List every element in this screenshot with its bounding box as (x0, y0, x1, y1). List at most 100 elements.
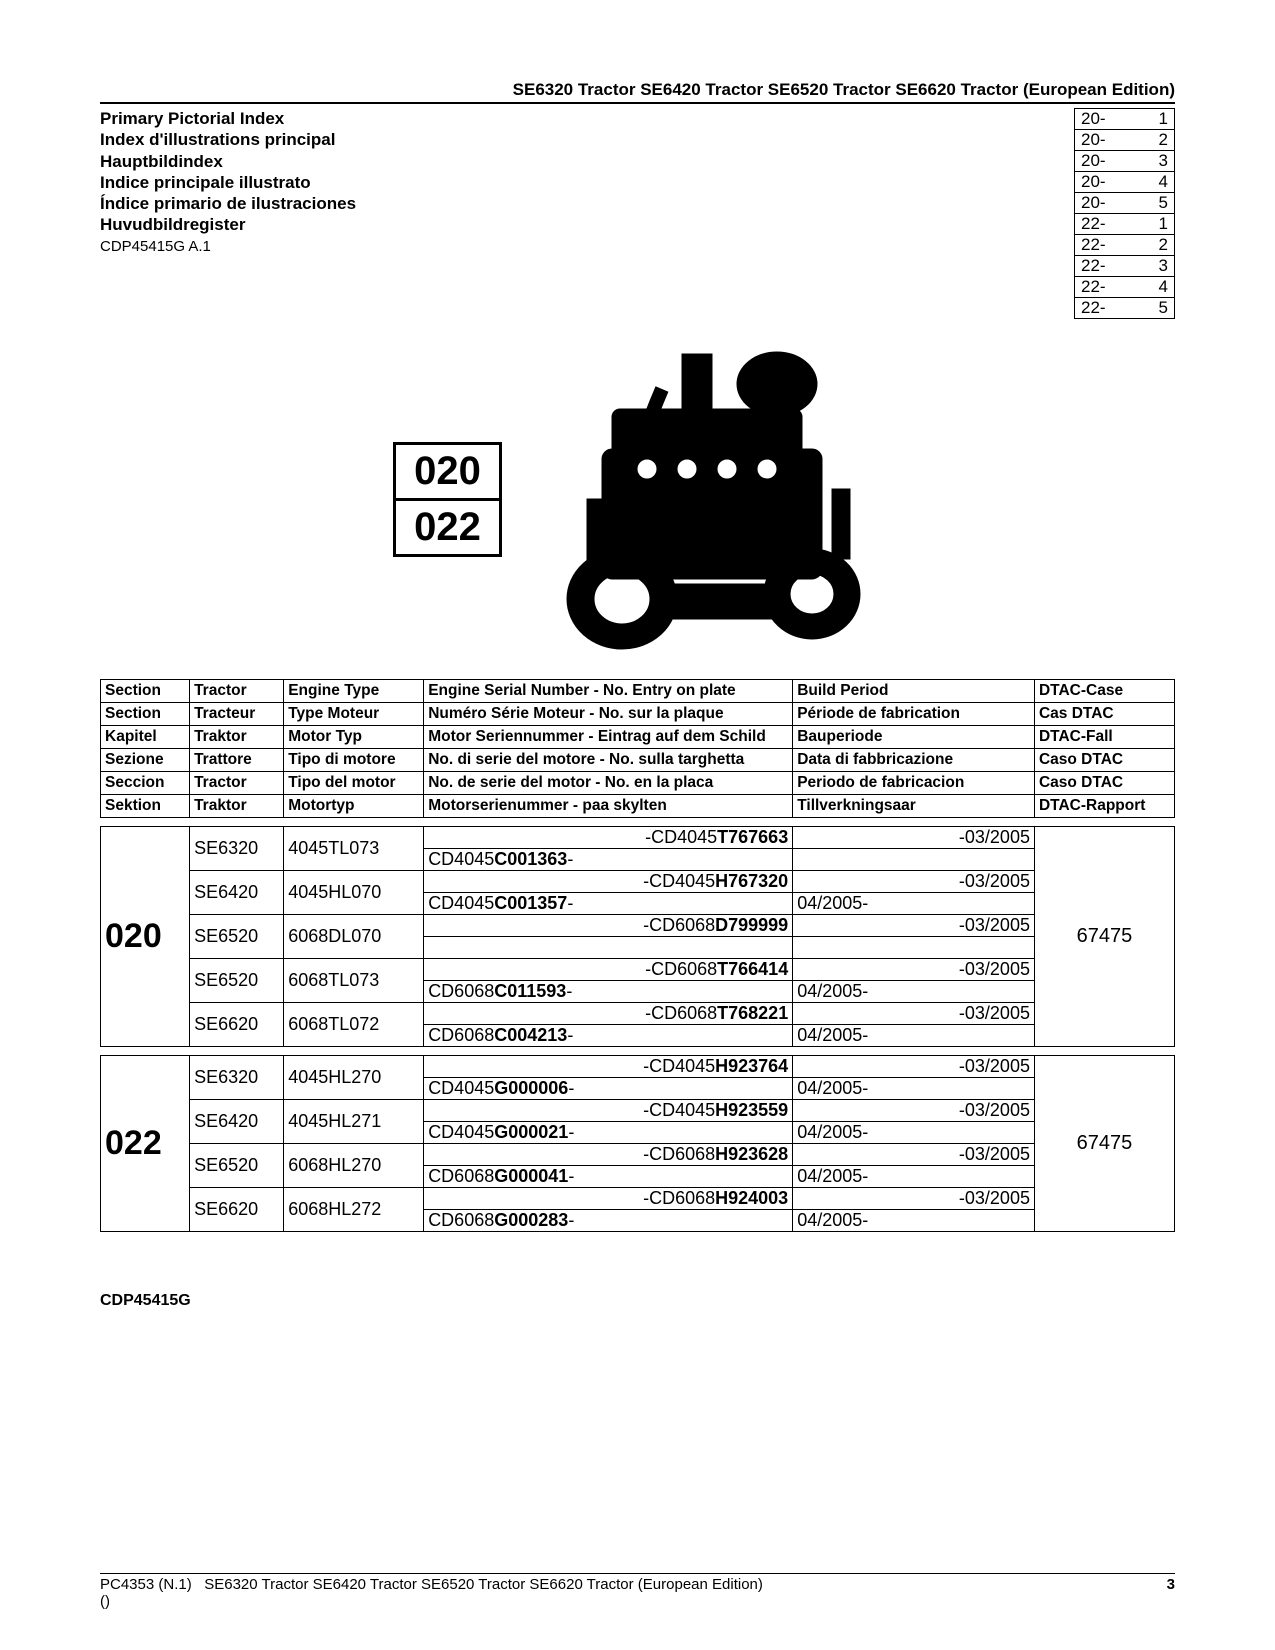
serial-upper-cell: -CD6068H923628 (424, 1144, 793, 1166)
bottom-doc-code: CDP45415G (100, 1292, 1175, 1310)
header-cell: Motor Typ (284, 726, 424, 749)
header-cell: Build Period (793, 680, 1035, 703)
build-period-upper: -03/2005 (793, 1100, 1035, 1122)
serial-upper-cell: -CD4045H767320 (424, 871, 793, 893)
tractor-cell: SE6420 (190, 1100, 284, 1144)
tractor-cell: SE6520 (190, 915, 284, 959)
header-cell: No. de serie del motor - No. en la placa (424, 772, 793, 795)
doc-code: CDP45415G A.1 (100, 238, 356, 255)
ref-cell: 20- (1075, 151, 1125, 172)
header-cell: Période de fabrication (793, 703, 1035, 726)
header-cell: No. di serie del motore - No. sulla targ… (424, 749, 793, 772)
index-title: Índice primario de ilustraciones (100, 193, 356, 214)
header-cell: Tipo di motore (284, 749, 424, 772)
build-period-lower (793, 937, 1035, 959)
engine-type-cell: 6068HL272 (284, 1188, 424, 1232)
section-label-box: 020022 (393, 442, 502, 557)
serial-upper-cell: -CD4045T767663 (424, 827, 793, 849)
index-title: Hauptbildindex (100, 151, 356, 172)
footer-paren: () (100, 1593, 110, 1610)
index-title: Huvudbildregister (100, 214, 356, 235)
tractor-cell: SE6320 (190, 827, 284, 871)
header-cell: Traktor (190, 795, 284, 818)
serial-upper-cell: -CD6068H924003 (424, 1188, 793, 1210)
ref-cell: 20- (1075, 172, 1125, 193)
build-period-lower: 04/2005- (793, 1122, 1035, 1144)
ref-cell: 1 (1125, 214, 1175, 235)
document-header: SE6320 Tractor SE6420 Tractor SE6520 Tra… (100, 80, 1175, 104)
serial-upper-cell: -CD6068D799999 (424, 915, 793, 937)
header-cell: Sektion (101, 795, 190, 818)
serial-upper-cell: -CD4045H923764 (424, 1056, 793, 1078)
header-cell: Tillverkningsaar (793, 795, 1035, 818)
tractor-cell: SE6520 (190, 959, 284, 1003)
build-period-lower: 04/2005- (793, 1210, 1035, 1232)
header-cell: Motor Seriennummer - Eintrag auf dem Sch… (424, 726, 793, 749)
header-cell: Kapitel (101, 726, 190, 749)
ref-cell: 3 (1125, 256, 1175, 277)
header-language-table: Section Tractor Engine TypeEngine Serial N… (100, 679, 1175, 818)
build-period-upper: -03/2005 (793, 1003, 1035, 1025)
header-cell: Seccion (101, 772, 190, 795)
build-period-lower: 04/2005- (793, 893, 1035, 915)
header-cell: Engine Serial Number - No. Entry on plat… (424, 680, 793, 703)
header-cell: Bauperiode (793, 726, 1035, 749)
header-cell: Tractor (190, 772, 284, 795)
header-cell: Motorserienummer - paa skylten (424, 795, 793, 818)
ref-cell: 22- (1075, 235, 1125, 256)
index-titles-block: Primary Pictorial IndexIndex d'illustrat… (100, 108, 356, 255)
engine-type-cell: 4045TL073 (284, 827, 424, 871)
section-id-cell: 020 (101, 827, 190, 1047)
ref-cell: 5 (1125, 298, 1175, 319)
header-cell: Section (101, 703, 190, 726)
build-period-upper: -03/2005 (793, 915, 1035, 937)
header-cell: Periodo de fabricacion (793, 772, 1035, 795)
ref-cell: 1 (1125, 109, 1175, 130)
header-cell: DTAC-Fall (1034, 726, 1174, 749)
ref-cell: 22- (1075, 256, 1125, 277)
serial-upper-cell: -CD6068T768221 (424, 1003, 793, 1025)
ref-cell: 3 (1125, 151, 1175, 172)
tractor-cell: SE6320 (190, 1056, 284, 1100)
engine-type-cell: 6068DL070 (284, 915, 424, 959)
header-cell: Section (101, 680, 190, 703)
engine-illustration (532, 339, 882, 659)
figure-row: 020022 (100, 339, 1175, 659)
serial-lower-cell: CD6068C011593- (424, 981, 793, 1003)
header-cell: Tracteur (190, 703, 284, 726)
engine-type-cell: 4045HL070 (284, 871, 424, 915)
ref-cell: 2 (1125, 235, 1175, 256)
section-label: 022 (393, 501, 502, 557)
serial-upper-cell: -CD4045H923559 (424, 1100, 793, 1122)
section-data-table: 020SE63204045TL073-CD4045T767663 -03/2005… (100, 826, 1175, 1047)
serial-lower-cell: CD6068C004213- (424, 1025, 793, 1047)
reference-table: 20-120-220-320-420-522-122-222-322-422-5 (1074, 108, 1175, 319)
section-label: 020 (393, 442, 502, 501)
engine-type-cell: 4045HL270 (284, 1056, 424, 1100)
header-cell: Motortyp (284, 795, 424, 818)
section-data-table: 022SE63204045HL270-CD4045H923764-03/2005… (100, 1055, 1175, 1232)
ref-cell: 4 (1125, 277, 1175, 298)
header-cell: Caso DTAC (1034, 772, 1174, 795)
engine-type-cell: 6068TL073 (284, 959, 424, 1003)
tractor-cell: SE6520 (190, 1144, 284, 1188)
ref-cell: 20- (1075, 109, 1125, 130)
dtac-cell: 67475 (1034, 827, 1174, 1047)
serial-lower-cell: CD6068G000283- (424, 1210, 793, 1232)
serial-lower-cell: CD4045G000021- (424, 1122, 793, 1144)
engine-type-cell: 4045HL271 (284, 1100, 424, 1144)
header-cell: Type Moteur (284, 703, 424, 726)
serial-lower-cell: CD4045G000006- (424, 1078, 793, 1100)
header-cell: Cas DTAC (1034, 703, 1174, 726)
build-period-lower: 04/2005- (793, 1166, 1035, 1188)
header-cell: Tipo del motor (284, 772, 424, 795)
header-cell: DTAC-Rapport (1034, 795, 1174, 818)
page-footer: PC4353 (N.1) SE6320 Tractor SE6420 Tract… (100, 1573, 1175, 1610)
tractor-cell: SE6620 (190, 1188, 284, 1232)
ref-cell: 20- (1075, 130, 1125, 151)
header-cell: Engine Type (284, 680, 424, 703)
footer-doc-id: PC4353 (N.1) (100, 1576, 192, 1593)
ref-cell: 22- (1075, 298, 1125, 319)
build-period-lower (793, 849, 1035, 871)
build-period-lower: 04/2005- (793, 1078, 1035, 1100)
